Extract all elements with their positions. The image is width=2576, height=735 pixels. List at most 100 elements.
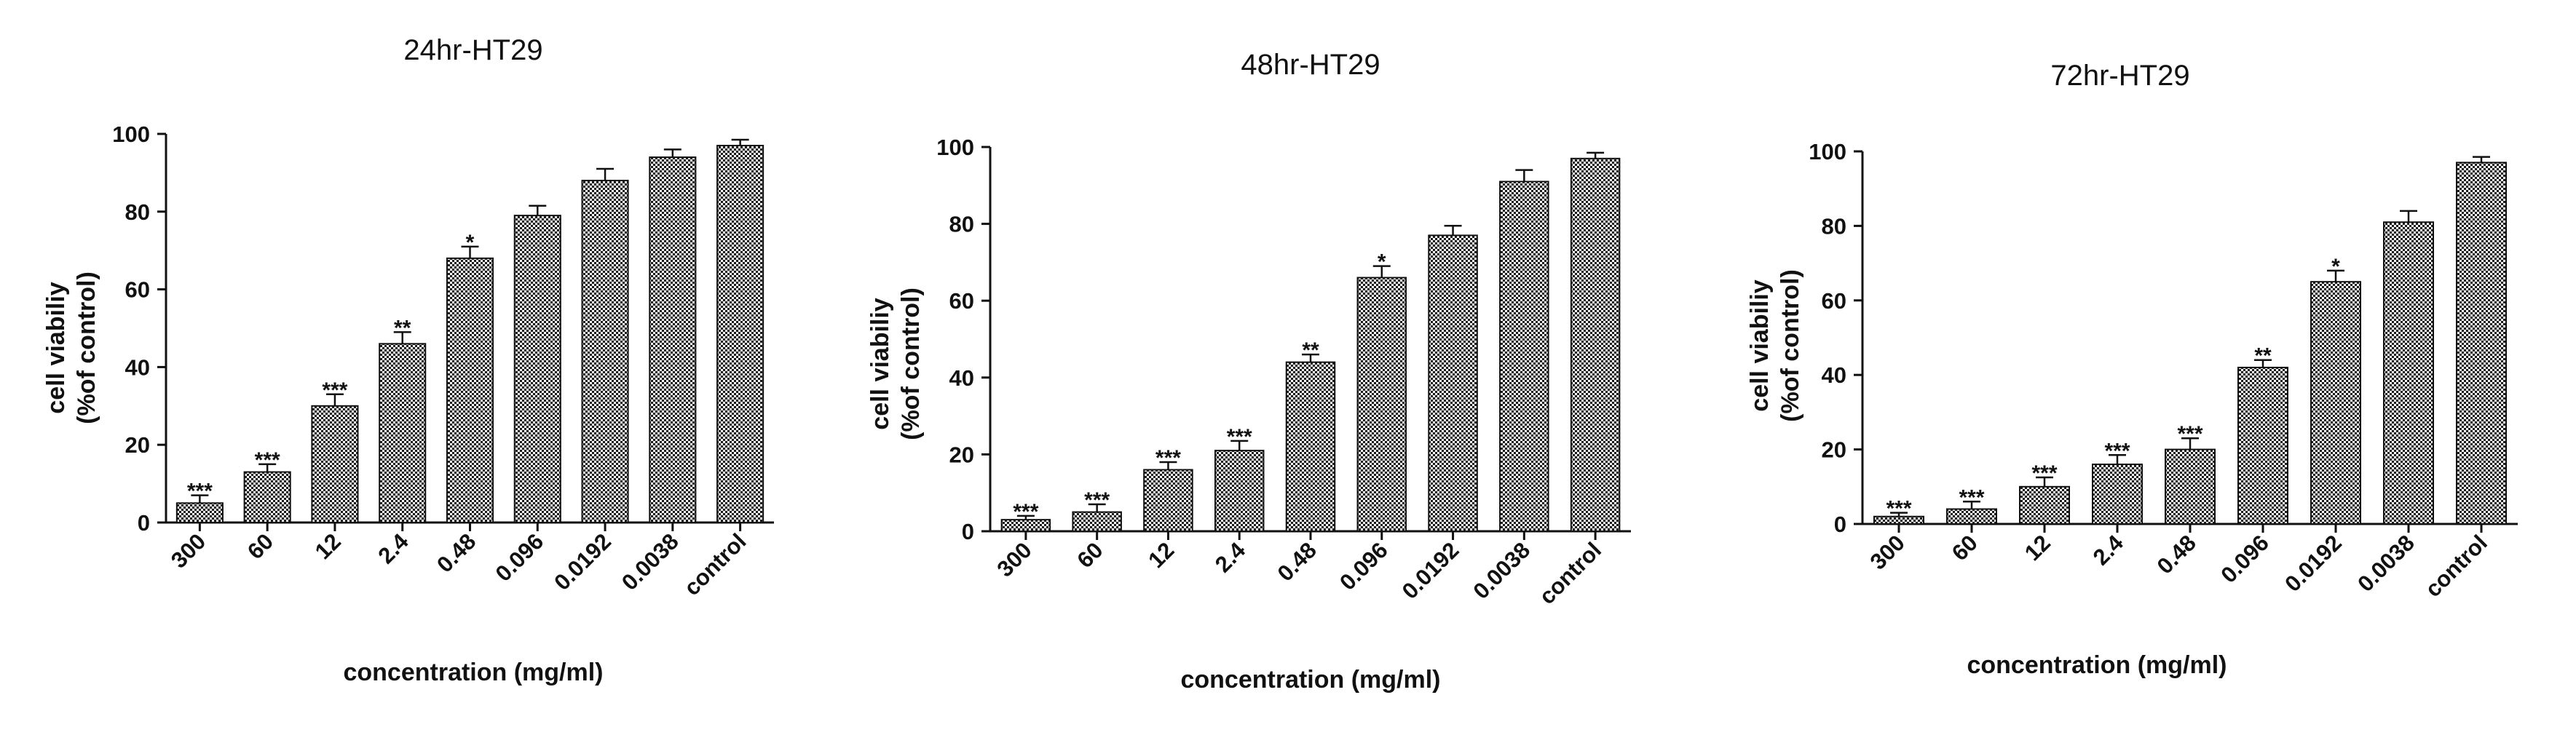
- x-tick-label: 0.48: [1273, 537, 1321, 586]
- bar: [2165, 448, 2216, 525]
- x-tick-label: 60: [242, 528, 278, 564]
- x-tick-label: 0.096: [491, 528, 549, 587]
- significance-label: ***: [2104, 439, 2130, 463]
- y-tick-label: 20: [949, 442, 974, 467]
- y-tick-label: 80: [1822, 213, 1846, 239]
- y-tick-label: 60: [949, 288, 974, 314]
- y-tick-label: 80: [949, 212, 974, 237]
- x-tick-label: control: [2420, 530, 2492, 602]
- x-tick-label: 2.4: [1210, 537, 1251, 578]
- x-tick-label: 0.48: [432, 528, 481, 577]
- x-tick-label: 300: [992, 537, 1037, 581]
- significance-label: ***: [1013, 500, 1038, 524]
- y-tick-label: 60: [1822, 288, 1846, 314]
- x-tick-label: 0.096: [2216, 530, 2274, 588]
- y-tick-label: 20: [1822, 437, 1846, 463]
- x-tick-label: 0.0192: [2280, 530, 2347, 597]
- significance-label: ***: [255, 448, 280, 472]
- significance-label: **: [1302, 338, 1319, 362]
- y-tick-label: 20: [125, 432, 150, 458]
- x-axis-title: concentration (mg/ml): [1967, 651, 2227, 679]
- y-tick-label: 40: [125, 354, 150, 380]
- x-tick-label: 2.4: [2088, 530, 2129, 571]
- chart-title: 48hr-HT29: [1241, 49, 1380, 81]
- x-tick-label: control: [679, 528, 751, 600]
- bar: [2310, 281, 2361, 525]
- y-tick-label: 100: [1809, 139, 1846, 164]
- bar: [581, 180, 629, 524]
- x-tick-label: 0.48: [2152, 530, 2201, 579]
- chart-panel-24hr: 24hr-HT29 cell viabiliy (%of control) co…: [42, 34, 774, 686]
- bar: [1285, 361, 1336, 532]
- significance-label: *: [466, 231, 475, 255]
- bar: [1428, 234, 1478, 532]
- significance-label: *: [1378, 250, 1386, 274]
- bar: [2019, 485, 2070, 525]
- bar: [2456, 162, 2507, 525]
- chart-title: 24hr-HT29: [403, 34, 542, 66]
- x-tick-label: 0.0038: [1468, 537, 1535, 604]
- chart-panel-72hr: 72hr-HT29 cell viabiliy (%of control) co…: [1746, 60, 2518, 679]
- plot-area: 0 20 40 60 80 100 *** 300 *** 60 *** 12 *** 2.4 *** 0.4…: [1809, 139, 2518, 602]
- bar: [2237, 366, 2288, 525]
- x-tick-label: 300: [1865, 530, 1910, 574]
- y-axis-title-line2: (%of control): [1777, 269, 1804, 422]
- bar: [1946, 508, 1997, 525]
- bar: [446, 257, 494, 523]
- y-tick-label: 60: [125, 277, 150, 303]
- significance-label: ***: [322, 378, 347, 402]
- bar: [1072, 511, 1122, 532]
- x-tick-label: 60: [1947, 530, 1983, 565]
- chart-title: 72hr-HT29: [2050, 60, 2189, 92]
- bar: [2383, 221, 2434, 525]
- bar: [243, 471, 291, 524]
- x-tick-label: 0.0038: [617, 528, 684, 595]
- significance-label: ***: [1959, 485, 1984, 509]
- x-tick-label: 300: [166, 528, 210, 573]
- bar: [1570, 157, 1621, 532]
- x-tick-label: 0.096: [1335, 537, 1393, 595]
- significance-label: ***: [187, 480, 213, 504]
- bar: [1499, 180, 1549, 533]
- significance-label: **: [394, 316, 411, 340]
- significance-label: ***: [1155, 446, 1181, 470]
- x-axis-title: concentration (mg/ml): [343, 659, 603, 686]
- significance-label: ***: [1084, 488, 1110, 512]
- y-tick-label: 0: [962, 519, 974, 544]
- bar: [175, 502, 224, 523]
- significance-label: ***: [1886, 497, 1911, 521]
- y-tick-label: 40: [949, 365, 974, 391]
- x-tick-label: 12: [310, 528, 346, 564]
- significance-label: *: [2331, 255, 2340, 279]
- y-tick-label: 100: [112, 122, 150, 147]
- x-tick-label: 0.0192: [1397, 537, 1464, 604]
- x-tick-label: 12: [2020, 530, 2055, 565]
- bar: [1143, 469, 1193, 533]
- y-axis-title-line2: (%of control): [73, 271, 100, 424]
- y-axis-title-line2: (%of control): [897, 287, 925, 440]
- bar: [513, 215, 561, 523]
- y-tick-label: 40: [1822, 362, 1846, 388]
- x-tick-label: 60: [1072, 537, 1107, 573]
- bar: [1214, 450, 1265, 532]
- bar: [1356, 277, 1407, 532]
- x-tick-label: 0.0038: [2352, 530, 2419, 597]
- x-axis-title: concentration (mg/ml): [1180, 666, 1440, 694]
- significance-label: ***: [1227, 425, 1252, 449]
- y-tick-label: 80: [125, 199, 150, 225]
- bar: [649, 156, 697, 523]
- plot-area: 0 20 40 60 80 100 *** 300 *** 60 *** 12 *** 2.4 ** 0.48…: [936, 135, 1631, 609]
- chart-panel-48hr: 48hr-HT29 cell viabiliy (%of control) co…: [866, 49, 1631, 694]
- x-tick-label: 12: [1143, 537, 1179, 573]
- significance-label: ***: [2031, 461, 2057, 485]
- bar: [311, 405, 359, 523]
- bar: [2092, 464, 2143, 525]
- x-tick-label: 0.0192: [549, 528, 616, 595]
- y-tick-label: 0: [1834, 512, 1846, 537]
- significance-label: ***: [2177, 422, 2202, 446]
- bar: [379, 343, 427, 523]
- x-tick-label: control: [1534, 537, 1606, 609]
- y-axis-title-line1: cell viabiliy: [1746, 279, 1774, 412]
